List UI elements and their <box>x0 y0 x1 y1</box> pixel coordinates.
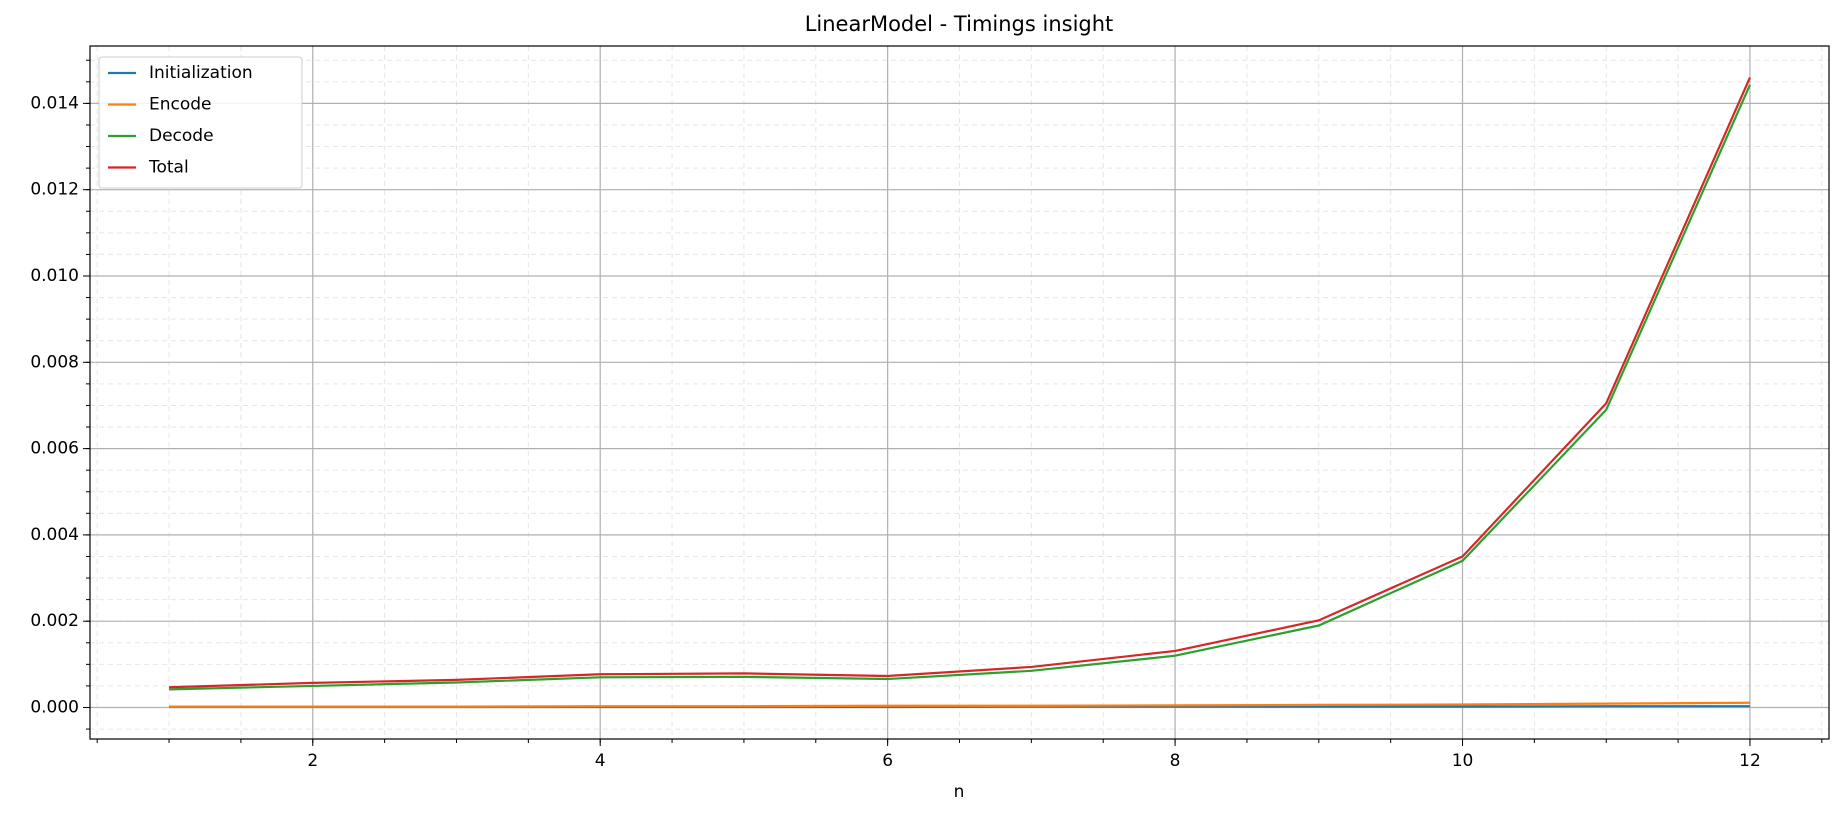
line <box>169 84 1751 691</box>
y-tick-label: 0.004 <box>30 525 79 545</box>
y-tick-label: 0.012 <box>30 180 79 200</box>
x-axis-label: n <box>954 782 965 802</box>
line <box>169 77 1751 689</box>
legend-box <box>98 56 303 189</box>
x-tick-label: 2 <box>307 751 318 771</box>
legend-label: Total <box>148 158 189 178</box>
x-tick-label: 4 <box>595 751 606 771</box>
y-tick-label: 0.002 <box>30 611 79 631</box>
y-tick-label: 0.014 <box>30 93 79 113</box>
plot-frame <box>89 45 1830 740</box>
y-tick-label: 0.006 <box>30 439 79 459</box>
x-tick-label: 6 <box>882 751 893 771</box>
legend-label: Encode <box>149 95 212 115</box>
y-tick-label: 0.010 <box>30 266 79 286</box>
x-tick-label: 8 <box>1170 751 1181 771</box>
x-tick-label: 12 <box>1739 751 1761 771</box>
chart-title: LinearModel - Timings insight <box>805 12 1114 36</box>
legend-label: Decode <box>149 126 214 146</box>
line <box>169 701 1750 708</box>
y-tick-label: 0.008 <box>30 352 79 372</box>
legend-label: Initialization <box>149 63 253 83</box>
y-tick-label: 0.000 <box>30 698 79 718</box>
x-tick-label: 10 <box>1452 751 1474 771</box>
